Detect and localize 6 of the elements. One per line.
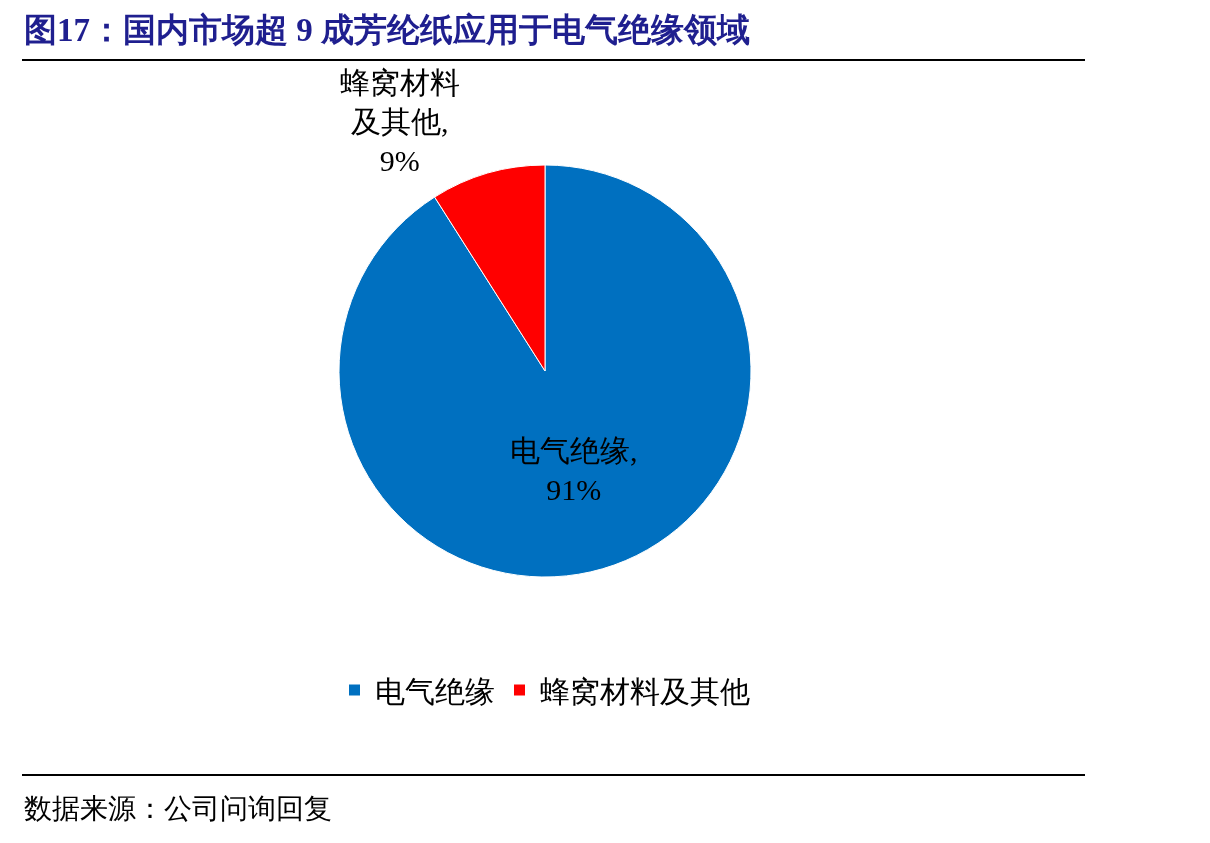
- legend-label: 蜂窝材料及其他: [539, 674, 750, 708]
- legend-label: 电气绝缘: [374, 674, 495, 708]
- data-label: 蜂窝材料及其他, 9%: [339, 66, 460, 178]
- chart-title: 图17：国内市场超 9 成芳纶纸应用于电气绝缘领域: [24, 12, 750, 48]
- source-note: 数据来源：公司问询回复: [24, 793, 332, 824]
- data-label: 电气绝缘, 91%: [509, 433, 638, 506]
